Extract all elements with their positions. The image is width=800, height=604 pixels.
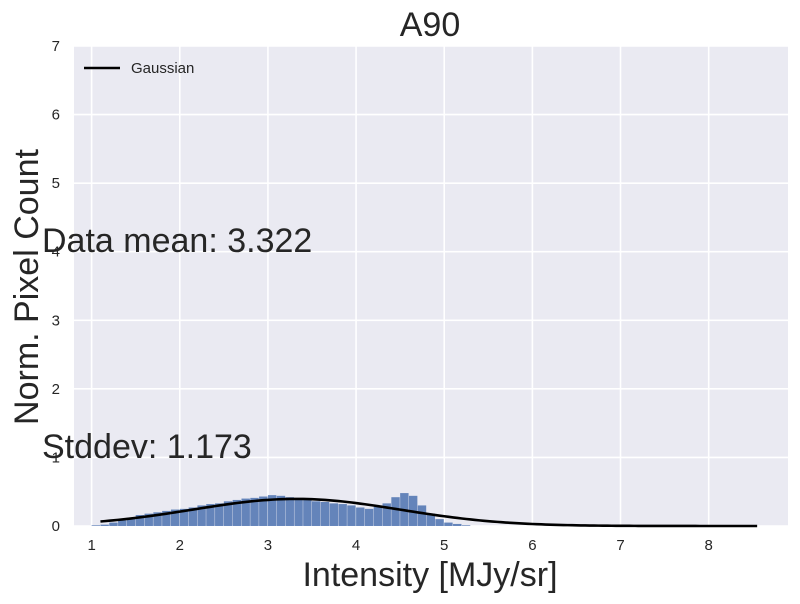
y-axis-title: Norm. Pixel Count <box>8 149 46 425</box>
x-tick-label: 1 <box>87 537 95 554</box>
y-tick-label: 6 <box>52 107 60 124</box>
y-tick-label: 1 <box>52 449 60 466</box>
histogram-bar <box>223 501 233 526</box>
histogram-bar <box>356 507 365 526</box>
histogram-bars <box>91 493 471 526</box>
histogram-bar <box>435 519 444 526</box>
y-tick-label: 7 <box>52 38 60 55</box>
histogram-bar <box>347 505 356 526</box>
histogram-bar <box>338 504 347 526</box>
legend: Gaussian <box>84 60 194 77</box>
plot-background <box>74 46 788 526</box>
x-tick-label: 8 <box>704 537 712 554</box>
histogram-bar <box>144 513 153 526</box>
histogram-bar <box>100 524 109 526</box>
histogram-bar <box>259 496 268 526</box>
y-tick-label: 2 <box>52 381 60 398</box>
histogram-bar <box>109 522 118 526</box>
histogram-bar <box>461 525 471 526</box>
chart-title: A90 <box>400 6 461 44</box>
x-tick-label: 2 <box>176 537 184 554</box>
histogram-bar <box>197 505 206 526</box>
x-tick-label: 7 <box>616 537 624 554</box>
histogram-bar <box>303 499 312 526</box>
histogram-bar <box>215 503 224 526</box>
x-tick-label: 3 <box>264 537 272 554</box>
x-tick-labels: 1 2 3 4 5 6 7 8 <box>87 537 712 554</box>
y-tick-label: 5 <box>52 175 60 192</box>
y-tick-label: 0 <box>52 518 60 535</box>
histogram-bar <box>162 510 171 526</box>
histogram-bar <box>391 497 400 526</box>
x-tick-label: 6 <box>528 537 536 554</box>
legend-label-gaussian: Gaussian <box>131 60 194 77</box>
histogram-bar <box>206 504 215 526</box>
histogram-bar <box>153 512 162 526</box>
annotation-stddev: Stddev: 1.173 <box>42 428 252 466</box>
histogram-bar <box>453 523 462 526</box>
series-line-gaussian <box>100 497 758 528</box>
histogram-bar <box>373 506 383 526</box>
histogram-bar <box>232 499 242 526</box>
histogram-bar <box>241 498 250 526</box>
histogram-bar <box>188 507 198 526</box>
histogram-bar <box>91 525 101 526</box>
x-tick-label: 5 <box>440 537 448 554</box>
histogram-bar <box>250 497 259 526</box>
histogram-bar <box>329 503 339 526</box>
y-tick-label: 3 <box>52 312 60 329</box>
histogram-bar <box>267 495 277 526</box>
histogram-bar <box>417 505 427 526</box>
y-tick-labels: 0 1 2 3 4 5 6 7 <box>52 38 60 535</box>
histogram-bar <box>126 517 136 526</box>
histogram-bar <box>312 501 321 526</box>
histogram-bar <box>320 502 330 526</box>
histogram-bar <box>426 513 436 526</box>
x-tick-label: 4 <box>352 537 360 554</box>
histogram-bar <box>294 498 303 526</box>
annotation-data-mean: Data mean: 3.322 <box>42 222 312 260</box>
histogram-bar <box>444 522 453 526</box>
histogram-bar <box>135 515 145 526</box>
y-tick-label: 4 <box>52 244 60 261</box>
histogram-bar <box>118 520 127 526</box>
x-axis-title: Intensity [MJy/sr] <box>302 556 557 594</box>
histogram-bar <box>364 508 374 526</box>
histogram-bar <box>382 503 391 526</box>
histogram-bar <box>170 509 180 526</box>
histogram-bar <box>276 495 286 526</box>
histogram-bar <box>179 508 189 526</box>
histogram-bar <box>285 497 294 526</box>
